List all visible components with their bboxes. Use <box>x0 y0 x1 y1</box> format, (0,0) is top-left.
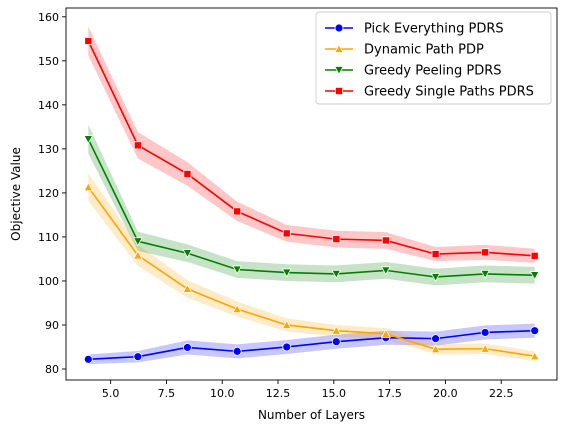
series-3-point <box>183 169 192 178</box>
x-tick-label: 20.0 <box>433 387 458 400</box>
series-1-point <box>529 351 540 361</box>
series-markers <box>83 37 540 364</box>
series-1-point <box>380 328 391 338</box>
series-0-point <box>331 337 341 347</box>
axes: 5.0 7.5 10.0 12.5 15.0 17.5 20.0 22.5 80 90 100 110… <box>9 7 558 422</box>
y-tick-label: 100 <box>38 275 59 288</box>
series-3-line <box>87 40 535 257</box>
series-0-point <box>232 346 242 356</box>
series-0-line <box>88 329 535 361</box>
series-1-confidence-band <box>88 173 535 362</box>
series-0-point <box>282 342 292 352</box>
series-2-point <box>232 265 243 275</box>
series-3-point <box>233 207 242 216</box>
series-2-confidence-band <box>88 124 535 286</box>
series-2-point <box>380 266 391 276</box>
series-2-point <box>430 273 441 283</box>
series-2-point <box>331 269 342 279</box>
series-2-point <box>182 249 193 259</box>
y-tick-label: 80 <box>45 363 59 376</box>
series-1-point <box>480 343 491 353</box>
series-0-point <box>83 354 93 364</box>
legend-label-3: Greedy Single Paths PDRS <box>364 85 534 100</box>
series-1-point <box>182 283 193 293</box>
legend-marker-3 <box>334 87 343 96</box>
y-tick-label: 160 <box>38 11 59 24</box>
series-0-point <box>133 352 143 362</box>
series-0-point <box>530 326 540 336</box>
x-axis-title: Number of Layers <box>258 408 365 422</box>
x-tick-label: 10.0 <box>210 387 235 400</box>
series-3-point <box>84 37 93 46</box>
series-3-point <box>133 141 142 150</box>
legend-label-1: Dynamic Path PDP <box>364 43 484 58</box>
series-2-line <box>87 138 535 278</box>
x-tick-label: 17.5 <box>377 387 402 400</box>
y-tick-label: 110 <box>38 231 59 244</box>
legend-box <box>315 11 552 105</box>
series-1-point <box>430 344 441 354</box>
series-lines <box>87 40 535 361</box>
series-3-point <box>332 235 341 244</box>
x-tick-label: 5.0 <box>102 387 120 400</box>
series-3-point <box>381 236 390 245</box>
series-1-line <box>87 186 535 358</box>
y-tick-label: 130 <box>38 143 59 156</box>
y-tick-label: 120 <box>38 187 59 200</box>
series-1-point <box>132 250 143 260</box>
legend-marker-1 <box>334 43 344 53</box>
legend-label-0: Pick Everything PDRS <box>364 22 504 37</box>
series-3-point <box>481 248 490 257</box>
plot-frame <box>65 7 558 381</box>
legend: Pick Everything PDRS Dynamic Path PDP Gree… <box>315 11 552 105</box>
legend-label-2: Greedy Peeling PDRS <box>364 64 502 79</box>
x-tick-label: 15.0 <box>322 387 347 400</box>
y-axis-title: Objective Value <box>9 147 23 241</box>
x-tick-label: 12.5 <box>266 387 291 400</box>
series-1-point <box>281 319 292 329</box>
legend-marker-0 <box>334 23 344 33</box>
x-tick-label: 22.5 <box>489 387 514 400</box>
y-tick-label: 150 <box>38 55 59 68</box>
series-0-point <box>480 328 490 337</box>
series-2-point <box>281 268 292 278</box>
series-2-point <box>480 269 491 279</box>
legend-marker-2 <box>334 66 344 76</box>
series-0-point <box>431 334 440 344</box>
series-3-point <box>431 250 440 259</box>
series-2-point <box>529 271 540 281</box>
series-1-point <box>232 304 243 314</box>
series-1-point <box>331 325 342 335</box>
series-3-point <box>530 251 539 260</box>
y-tick-label: 140 <box>38 99 59 112</box>
series-3-point <box>282 229 291 238</box>
series-2-point <box>132 237 143 247</box>
series-2-point <box>83 135 94 145</box>
x-tick-label: 7.5 <box>158 387 176 400</box>
y-tick-label: 90 <box>45 319 59 332</box>
series-1-point <box>83 182 94 192</box>
series-0-point <box>183 343 192 352</box>
